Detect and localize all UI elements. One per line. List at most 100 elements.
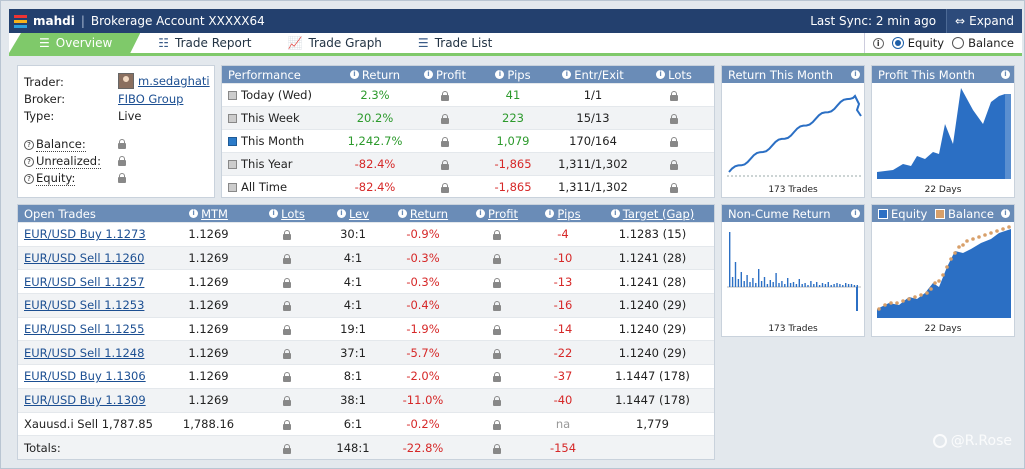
pips-value: -37 bbox=[553, 369, 573, 384]
cell: -5.7% bbox=[383, 341, 463, 364]
cell: Totals: bbox=[18, 436, 166, 459]
non-cume-bar bbox=[853, 285, 856, 287]
tab-trade-list[interactable]: ☰ Trade List bbox=[400, 33, 510, 53]
expand-icon: ⇔ bbox=[955, 14, 966, 28]
trade-name[interactable]: EUR/USD Sell 1.1257 bbox=[24, 274, 145, 289]
cell: 1,311/1,302 bbox=[552, 153, 634, 175]
table-row[interactable]: EUR/USD Sell 1.1260 1.1269 4:1 -0.3% -10 1.12… bbox=[18, 245, 714, 270]
balance-point bbox=[961, 243, 965, 247]
trade-name[interactable]: EUR/USD Sell 1.1255 bbox=[24, 322, 145, 337]
type-value: Live bbox=[118, 109, 142, 123]
return-value: -0.9% bbox=[406, 227, 440, 242]
total-return: -22.8% bbox=[402, 440, 444, 455]
report-icon: ☷ bbox=[158, 36, 170, 50]
help-icon[interactable]: ? bbox=[24, 157, 34, 167]
non-cume-bar bbox=[789, 283, 792, 287]
trader-value[interactable]: m.sedaghati bbox=[118, 73, 210, 89]
balance-point bbox=[995, 229, 999, 233]
col-pips[interactable]: i Pips bbox=[474, 66, 552, 83]
trade-name[interactable]: EUR/USD Buy 1.1306 bbox=[24, 369, 146, 384]
info-icon[interactable]: i bbox=[851, 70, 860, 79]
info-icon[interactable]: i bbox=[872, 37, 884, 49]
col-profit[interactable]: i Profit bbox=[463, 205, 531, 222]
col-entr-exit[interactable]: i Entr/Exit bbox=[552, 66, 634, 83]
profit-this-month-chart[interactable]: Profit This Month i 22 Days bbox=[871, 65, 1015, 198]
logo[interactable]: mahdi bbox=[14, 14, 75, 28]
col-target[interactable]: i Target (Gap) bbox=[595, 205, 710, 222]
table-row[interactable]: EUR/USD Sell 1.1257 1.1269 4:1 -0.3% -13 1.12… bbox=[18, 269, 714, 293]
non-cume-return-chart[interactable]: Non-Cume Return i 173 Trades bbox=[721, 204, 865, 337]
non-cume-bar bbox=[810, 281, 812, 287]
lock-icon bbox=[283, 396, 291, 407]
trade-name[interactable]: EUR/USD Buy 1.1273 bbox=[24, 227, 146, 242]
return-value: -0.4% bbox=[406, 298, 440, 313]
balance-point bbox=[941, 273, 945, 277]
cell: -22.8% bbox=[383, 436, 463, 459]
table-row[interactable]: EUR/USD Buy 1.1306 1.1269 8:1 -2.0% -37 1.144… bbox=[18, 364, 714, 388]
trade-name[interactable]: EUR/USD Sell 1.1248 bbox=[24, 345, 145, 360]
non-cume-bar bbox=[839, 284, 841, 287]
tab-trade-graph[interactable]: 📈 Trade Graph bbox=[269, 33, 399, 53]
col-lots[interactable]: i Lots bbox=[251, 205, 323, 222]
trade-name[interactable]: EUR/USD Sell 1.1260 bbox=[24, 251, 145, 266]
non-cume-bar bbox=[746, 275, 748, 287]
balance-point bbox=[919, 293, 923, 297]
lock-icon bbox=[283, 419, 291, 430]
info-icon[interactable]: i bbox=[851, 209, 860, 218]
table-row[interactable]: EUR/USD Sell 1.1253 1.1269 4:1 -0.4% -16 1.12… bbox=[18, 293, 714, 317]
info-icon[interactable]: i bbox=[1001, 70, 1010, 79]
cell: 37:1 bbox=[323, 341, 383, 364]
col-pips[interactable]: i Pips bbox=[531, 205, 595, 222]
col-return[interactable]: i Return bbox=[383, 205, 463, 222]
table-row[interactable]: Xauusd.i Sell 1,787.85 1,788.16 6:1 -0.2% na… bbox=[18, 411, 714, 436]
pips-value: 223 bbox=[502, 111, 524, 125]
table-row[interactable]: EUR/USD Sell 1.1248 1.1269 37:1 -5.7% -22 1.1… bbox=[18, 340, 714, 365]
info-icon[interactable]: i bbox=[1001, 209, 1010, 218]
trade-name[interactable]: EUR/USD Buy 1.1309 bbox=[24, 393, 146, 408]
broker-link[interactable]: FIBO Group bbox=[118, 92, 184, 106]
cell: 170/164 bbox=[552, 130, 634, 152]
balance-radio[interactable]: Balance bbox=[952, 36, 1014, 50]
pips-value: -10 bbox=[553, 251, 573, 266]
col-lev[interactable]: i Lev bbox=[323, 205, 383, 222]
performance-row: This Year -82.4% -1,865 1,311/1,302 bbox=[222, 152, 714, 175]
equity-balance-chart[interactable]: Equity Balance i 22 Days bbox=[871, 204, 1015, 337]
table-row[interactable]: EUR/USD Buy 1.1309 1.1269 38:1 -11.0% -40 1.1… bbox=[18, 387, 714, 412]
col-lots[interactable]: i Lots bbox=[634, 66, 714, 83]
col-profit[interactable]: i Profit bbox=[416, 66, 474, 83]
table-row[interactable]: EUR/USD Sell 1.1255 1.1269 19:1 -1.9% -14 1.1… bbox=[18, 316, 714, 341]
balance-point bbox=[901, 299, 905, 303]
table-row[interactable]: EUR/USD Buy 1.1273 1.1269 30:1 -0.9% -4 1.128… bbox=[18, 222, 714, 246]
lock-icon bbox=[441, 183, 449, 193]
target-value: 1.1240 (29) bbox=[618, 345, 687, 360]
return-value: -1.9% bbox=[406, 322, 440, 337]
cell: EUR/USD Sell 1.1253 bbox=[18, 294, 166, 317]
return-value: 20.2% bbox=[356, 111, 394, 125]
lev-value: 6:1 bbox=[343, 416, 363, 431]
cell: This Month bbox=[222, 130, 334, 152]
tab-trade-report[interactable]: ☷ Trade Report bbox=[140, 33, 269, 53]
balance-point bbox=[1007, 225, 1011, 229]
watermark: @R.Rose bbox=[932, 433, 1012, 449]
trader-link[interactable]: m.sedaghati bbox=[138, 74, 210, 88]
help-icon[interactable]: ? bbox=[24, 174, 34, 184]
expand-button[interactable]: ⇔ Expand bbox=[946, 9, 1022, 33]
return-this-month-chart[interactable]: Return This Month i 173 Trades bbox=[721, 65, 865, 198]
cell bbox=[463, 294, 531, 317]
col-return[interactable]: i Return bbox=[334, 66, 416, 83]
equity-radio[interactable]: Equity bbox=[891, 36, 944, 50]
cell bbox=[251, 294, 323, 317]
calendar-icon bbox=[228, 182, 237, 192]
cell: 223 bbox=[474, 107, 552, 129]
help-icon[interactable]: ? bbox=[24, 140, 34, 150]
tab-overview[interactable]: ☰ Overview bbox=[9, 33, 140, 53]
non-cume-bar bbox=[856, 287, 858, 311]
trade-name[interactable]: EUR/USD Sell 1.1253 bbox=[24, 298, 145, 313]
total-lev: 148:1 bbox=[336, 440, 370, 455]
col-mtm[interactable]: i MTM bbox=[166, 205, 251, 222]
return-value: -5.7% bbox=[406, 345, 440, 360]
watermark-icon bbox=[932, 434, 947, 448]
info-icon: i bbox=[545, 209, 555, 218]
non-cume-bar bbox=[842, 285, 844, 287]
type-label: Type: bbox=[24, 109, 55, 123]
